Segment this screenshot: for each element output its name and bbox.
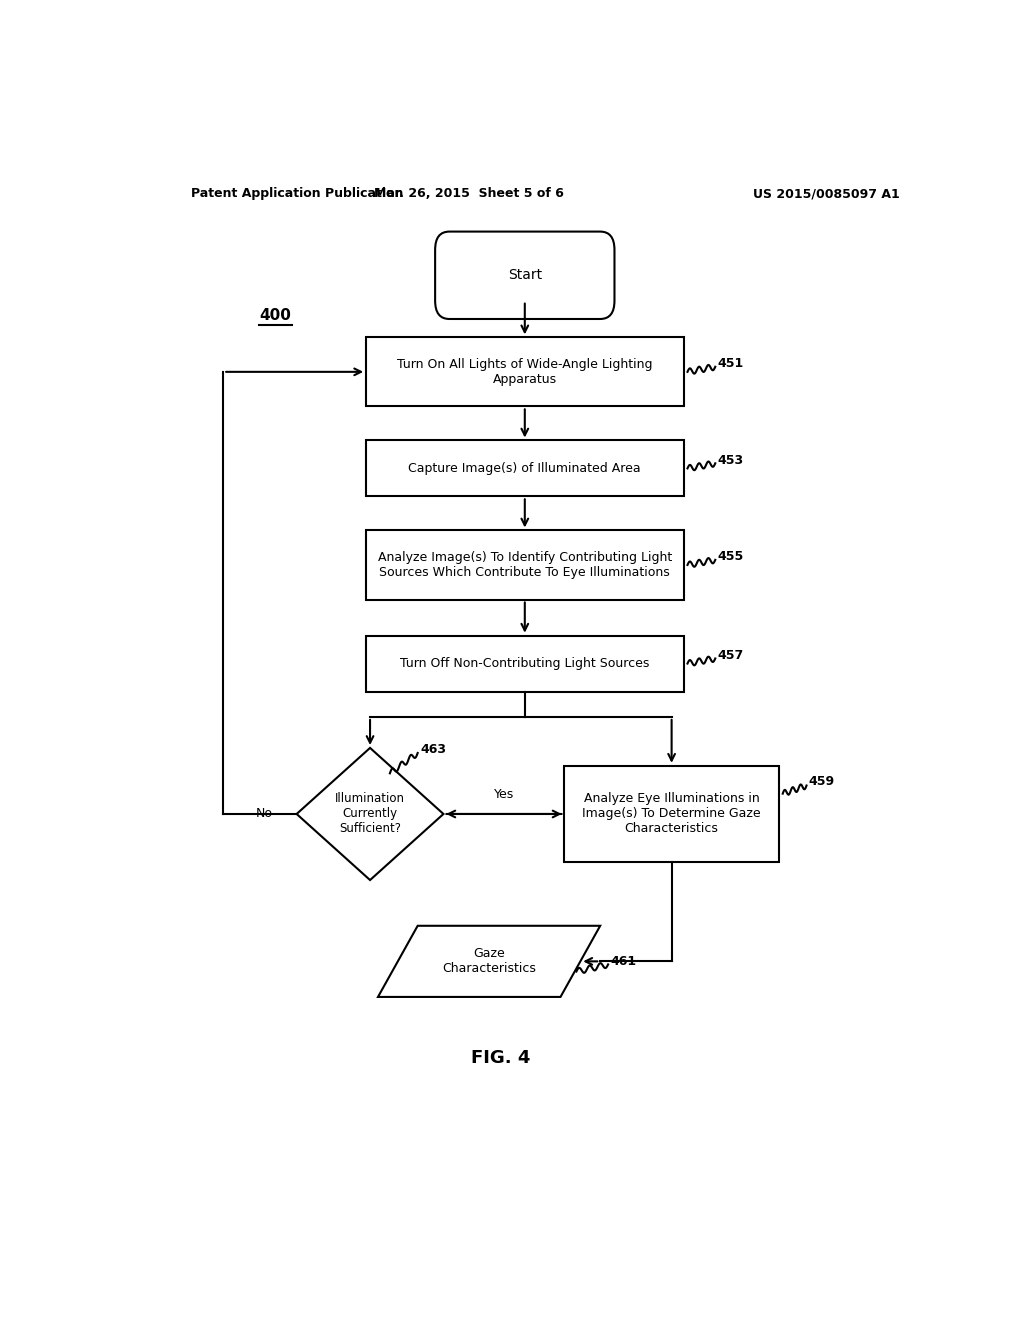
- Text: Patent Application Publication: Patent Application Publication: [191, 187, 403, 201]
- FancyBboxPatch shape: [435, 231, 614, 319]
- Polygon shape: [378, 925, 600, 997]
- Text: 461: 461: [610, 954, 637, 968]
- FancyBboxPatch shape: [367, 338, 684, 407]
- Text: Turn On All Lights of Wide-Angle Lighting
Apparatus: Turn On All Lights of Wide-Angle Lightin…: [397, 358, 652, 385]
- Text: Gaze
Characteristics: Gaze Characteristics: [442, 948, 536, 975]
- Text: Turn Off Non-Contributing Light Sources: Turn Off Non-Contributing Light Sources: [400, 657, 649, 671]
- Text: Yes: Yes: [494, 788, 514, 801]
- FancyBboxPatch shape: [367, 636, 684, 692]
- Text: Illumination
Currently
Sufficient?: Illumination Currently Sufficient?: [335, 792, 406, 836]
- Text: FIG. 4: FIG. 4: [471, 1049, 530, 1067]
- Text: Capture Image(s) of Illuminated Area: Capture Image(s) of Illuminated Area: [409, 462, 641, 475]
- FancyBboxPatch shape: [367, 441, 684, 496]
- Text: 455: 455: [718, 550, 743, 564]
- Text: 459: 459: [809, 775, 835, 788]
- Text: 453: 453: [718, 454, 743, 467]
- Text: Start: Start: [508, 268, 542, 282]
- Text: US 2015/0085097 A1: US 2015/0085097 A1: [753, 187, 900, 201]
- Text: Mar. 26, 2015  Sheet 5 of 6: Mar. 26, 2015 Sheet 5 of 6: [375, 187, 564, 201]
- Text: Analyze Eye Illuminations in
Image(s) To Determine Gaze
Characteristics: Analyze Eye Illuminations in Image(s) To…: [583, 792, 761, 836]
- Polygon shape: [297, 748, 443, 880]
- FancyBboxPatch shape: [564, 766, 779, 862]
- Text: Analyze Image(s) To Identify Contributing Light
Sources Which Contribute To Eye : Analyze Image(s) To Identify Contributin…: [378, 550, 672, 579]
- Text: 451: 451: [718, 358, 743, 370]
- Text: 400: 400: [259, 309, 291, 323]
- Text: 457: 457: [718, 649, 743, 661]
- FancyBboxPatch shape: [367, 531, 684, 599]
- Text: No: No: [256, 808, 272, 821]
- Text: 463: 463: [420, 743, 446, 756]
